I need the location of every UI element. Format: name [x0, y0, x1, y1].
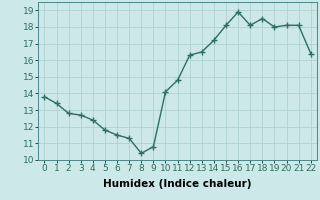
X-axis label: Humidex (Indice chaleur): Humidex (Indice chaleur) — [103, 179, 252, 189]
